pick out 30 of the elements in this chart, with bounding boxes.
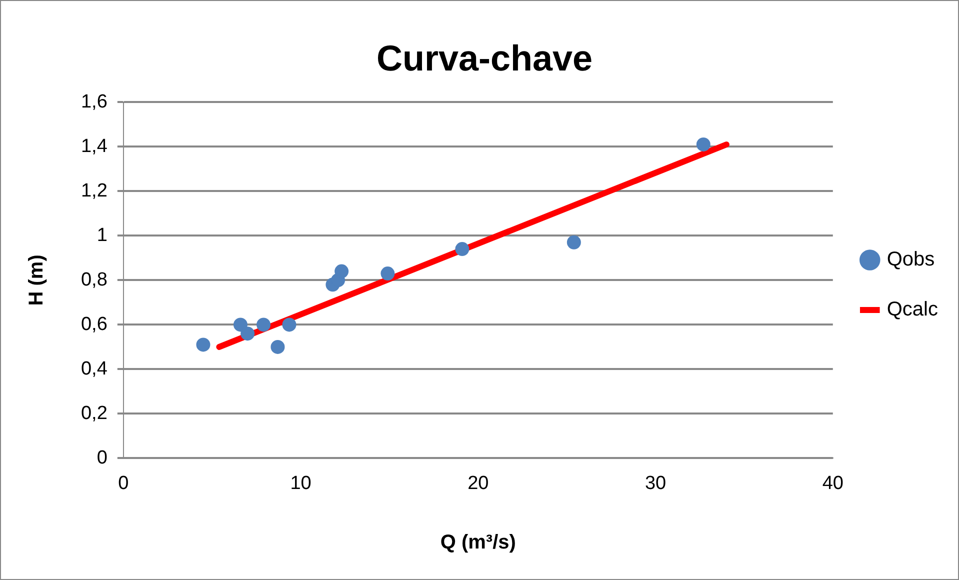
y-tick-label: 1,6 (80, 91, 108, 112)
y-axis-title: H (m) (26, 254, 48, 306)
x-tick-label: 0 (118, 472, 129, 494)
x-tick-label: 20 (468, 472, 489, 494)
point (334, 264, 349, 278)
point (455, 242, 470, 256)
point (566, 235, 581, 250)
y-tick-label: 0,6 (80, 314, 108, 335)
y-tick-label: 1 (96, 224, 108, 246)
point (196, 338, 210, 352)
x-tick-label: 30 (644, 472, 666, 494)
x-tick-label: 40 (822, 472, 844, 494)
x-axis-title: Q (m³/s) (440, 532, 516, 554)
point (233, 318, 248, 332)
point (270, 340, 285, 354)
y-tick-label: 1,2 (80, 180, 108, 202)
y-tick-label: 0,2 (80, 402, 108, 424)
legend-label: Qobs (886, 248, 935, 271)
y-tick-label: 0 (96, 447, 108, 468)
y-tick-label: 1,4 (80, 136, 108, 157)
point (240, 326, 255, 341)
y-tick-label: 0,4 (80, 358, 108, 380)
legend-label: Qcalc (886, 298, 938, 321)
y-tick-label: 0,8 (80, 269, 108, 290)
point (380, 266, 395, 281)
point (282, 318, 296, 332)
x-tick-label: 10 (290, 472, 312, 494)
chart-title: Curva-chave (376, 38, 593, 79)
point (256, 318, 271, 332)
point (696, 137, 710, 152)
